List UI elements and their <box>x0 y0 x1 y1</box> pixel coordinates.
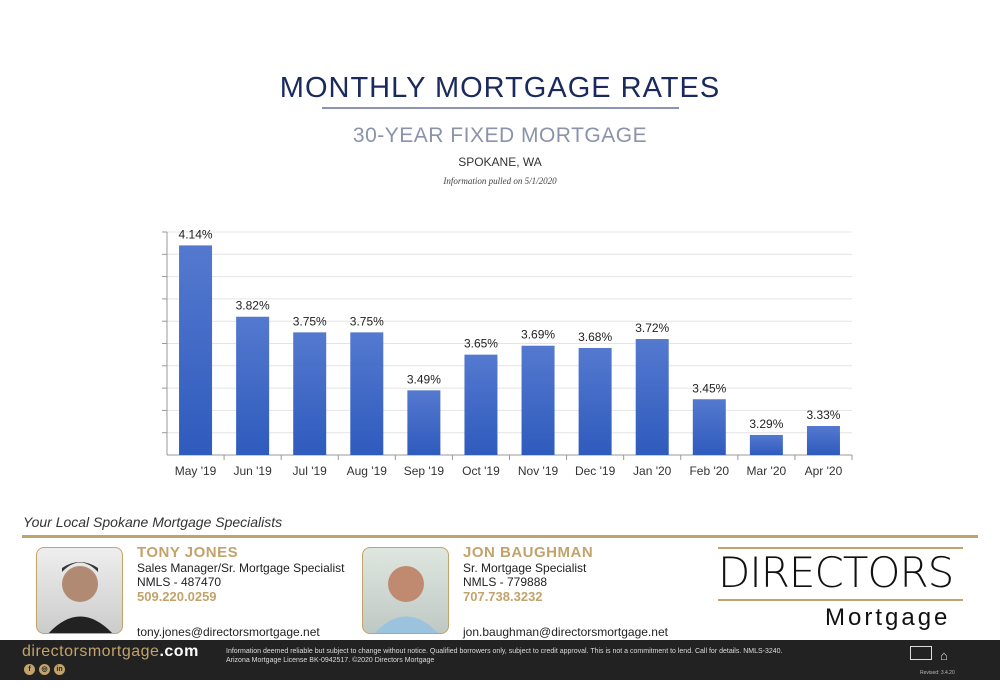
pulled-date: Information pulled on 5/1/2020 <box>443 176 557 186</box>
agent-email[interactable]: jon.baughman@directorsmortgage.net <box>463 625 668 639</box>
x-tick-label: May '19 <box>175 464 217 478</box>
bar <box>293 332 327 455</box>
data-label: 3.75% <box>350 314 384 328</box>
data-label: 3.45% <box>692 381 726 395</box>
person-icon <box>48 562 112 633</box>
bar <box>236 316 270 455</box>
x-tick-label: Oct '19 <box>462 464 500 478</box>
data-label: 3.65% <box>464 337 498 351</box>
agent-title: Sales Manager/Sr. Mortgage Specialist <box>137 561 345 575</box>
facebook-icon[interactable]: f <box>24 664 35 675</box>
x-tick-label: Jul '19 <box>293 464 328 478</box>
data-label: 3.68% <box>578 330 612 344</box>
equal-housing-icon: ⌂ <box>940 648 948 663</box>
agent-card-jon: JON BAUGHMAN Sr. Mortgage Specialist NML… <box>463 544 593 604</box>
agent-title: Sr. Mortgage Specialist <box>463 561 587 575</box>
bbb-icon <box>910 646 932 660</box>
logo: DIRECTORS <box>718 548 954 597</box>
person-icon <box>374 566 438 633</box>
agent-photo-jon <box>362 547 449 634</box>
disclaimer-line: Information deemed reliable but subject … <box>226 648 783 655</box>
location: SPOKANE, WA <box>458 155 542 169</box>
x-tick-label: Dec '19 <box>575 464 616 478</box>
logo-rule-top <box>718 547 963 549</box>
agent-phone[interactable]: 707.738.3232 <box>463 589 543 604</box>
bar <box>749 434 783 455</box>
data-label: 3.33% <box>806 408 840 422</box>
data-label: 3.69% <box>521 328 555 342</box>
x-tick-label: Mar '20 <box>747 464 787 478</box>
x-tick-label: Jan '20 <box>633 464 672 478</box>
agent-photo-tony <box>36 547 123 634</box>
x-tick-label: Aug '19 <box>347 464 388 478</box>
tagline: Your Local Spokane Mortgage Specialists <box>23 514 283 530</box>
site-main: directorsmortgage <box>22 643 160 660</box>
bar <box>692 399 726 455</box>
agent-nmls: NMLS - 779888 <box>463 575 548 589</box>
linkedin-icon[interactable]: in <box>54 664 65 675</box>
x-tick-label: Jun '19 <box>233 464 272 478</box>
bar <box>578 347 612 455</box>
site-tld: .com <box>159 643 199 660</box>
agent-email[interactable]: tony.jones@directorsmortgage.net <box>137 625 320 639</box>
badges: ⌂ <box>910 646 948 663</box>
data-label: 3.29% <box>749 417 783 431</box>
data-label: 3.72% <box>635 321 669 335</box>
x-tick-label: Feb '20 <box>689 464 729 478</box>
footer-bar <box>0 640 1000 680</box>
bar <box>521 345 555 455</box>
data-label: 3.49% <box>407 372 441 386</box>
x-tick-label: Nov '19 <box>518 464 559 478</box>
title-divider <box>322 107 679 109</box>
bar-chart: 4.14% May '19 3.82% Jun '19 3.75% Jul '19 3.75… <box>162 227 853 478</box>
bar <box>464 354 498 455</box>
disclaimer-line: Arizona Mortgage License BK-0942517. ©20… <box>226 657 435 664</box>
x-tick-label: Sep '19 <box>404 464 445 478</box>
gold-divider <box>22 535 978 538</box>
agent-name: TONY JONES <box>137 544 239 561</box>
instagram-icon[interactable]: ◎ <box>39 664 50 675</box>
agent-name: JON BAUGHMAN <box>463 544 594 561</box>
agent-nmls: NMLS - 487470 <box>137 575 222 589</box>
data-label: 4.14% <box>179 227 213 241</box>
page-subtitle: 30-YEAR FIXED MORTGAGE <box>352 124 648 147</box>
website-link[interactable]: directorsmortgage.com <box>22 643 199 661</box>
bar <box>635 339 669 455</box>
bar <box>806 426 840 455</box>
disclaimer: Information deemed reliable but subject … <box>226 647 866 665</box>
revised-date: Revised: 3.4.20 <box>920 670 955 676</box>
bar <box>350 332 384 455</box>
agent-card-tony: TONY JONES Sales Manager/Sr. Mortgage Sp… <box>137 544 344 604</box>
agent-phone[interactable]: 509.220.0259 <box>137 589 217 604</box>
page-title: MONTHLY MORTGAGE RATES <box>279 72 721 104</box>
data-label: 3.82% <box>236 299 270 313</box>
x-tick-label: Apr '20 <box>805 464 843 478</box>
bar <box>407 390 441 455</box>
data-label: 3.75% <box>293 314 327 328</box>
logo-subtitle: Mortgage <box>825 604 951 631</box>
logo-rule-bottom <box>718 599 963 601</box>
bar <box>179 245 213 455</box>
